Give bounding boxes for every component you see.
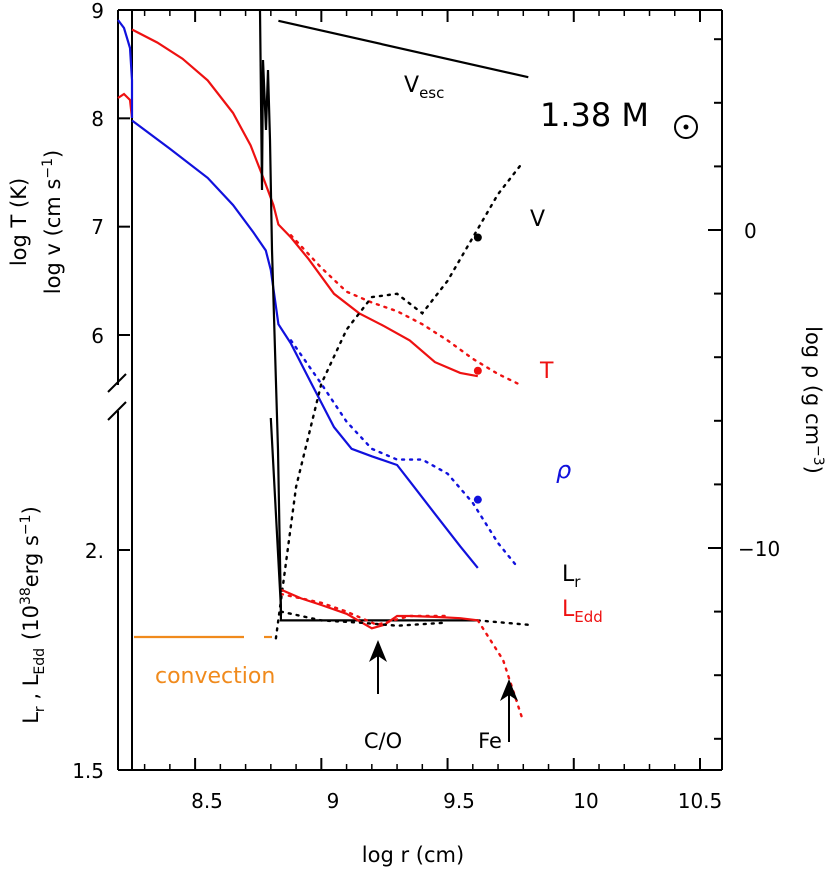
x-tick-label-9-5: 9.5 [443, 789, 475, 813]
marker-0 [473, 233, 482, 242]
axes-frame [107, 9, 723, 771]
lr-label-main: L [562, 562, 575, 587]
y-tick-label-1-5: 1.5 [72, 759, 104, 783]
ledd-label: LEdd [562, 597, 603, 626]
shock-front [258, 9, 283, 616]
lr-dotted-tail [476, 619, 530, 626]
y-tick-label-7: 7 [91, 215, 104, 239]
marker-2 [473, 495, 482, 504]
right-axis-title-text: log ρ (g cm [801, 326, 825, 445]
v-esc-label-sub: esc [419, 84, 444, 102]
ledd-label-main: L [562, 597, 575, 622]
v-esc-label-main: V [404, 73, 419, 98]
y-axis-title-lum-sub-edd: Edd [32, 648, 48, 675]
solar-symbol-icon [674, 115, 698, 139]
y-axis-title-luminosity: Lr , LEdd (1038erg s−1) [18, 506, 48, 724]
y-axis-title-lum-units-close: ) [19, 506, 43, 514]
axis-break-mark-2 [107, 401, 127, 421]
marker-1 [473, 366, 482, 375]
x-tick-label-8-5: 8.5 [191, 789, 223, 813]
series-group [117, 19, 530, 723]
y-axis-title-velocity-text: log v (cm s [41, 179, 65, 295]
y-tick-label-9: 9 [91, 0, 104, 23]
mass-label: 1.38 M [540, 96, 649, 134]
y-axis-title-lum-units-end: erg s [19, 535, 43, 587]
convection-label: convection [155, 664, 275, 689]
series-7 [280, 588, 478, 630]
ledd-dotted-tail [476, 619, 525, 723]
y-axis-title-velocity: log v (cm s−1) [40, 150, 65, 294]
x-axis-title: log r (cm) [362, 843, 464, 867]
series-0 [131, 28, 479, 378]
series-3 [289, 339, 520, 570]
lr-label-sub: r [574, 573, 581, 591]
y-axis-title-lum-units-sup: 38 [18, 587, 34, 605]
series-1 [289, 234, 520, 385]
lr-dotted-main [279, 610, 449, 627]
y-axis-title-velocity-end: ) [41, 150, 65, 158]
right-axis-title-density: log ρ (g cm−3) [801, 326, 826, 474]
density-edge-segment [117, 19, 134, 118]
v-esc-label: Vesc [404, 73, 444, 102]
y-tick-label-8: 8 [91, 107, 104, 131]
right-tick-label-minus-10: −10 [738, 537, 780, 561]
y-axis-title-temperature: log T (K) [7, 178, 31, 266]
series-6 [269, 417, 478, 622]
series-2 [131, 119, 479, 569]
fe-label: Fe [478, 729, 502, 753]
y-axis-title-lum-units-sup2: −1 [18, 514, 34, 535]
right-axis-title-end: ) [801, 466, 825, 474]
right-tick-label-0: 0 [744, 219, 757, 243]
ticks [118, 9, 722, 771]
temperature-edge-segment [117, 92, 134, 119]
ledd-dotted-main [279, 592, 449, 627]
y-axis-title-lum-sep: , L [19, 674, 43, 706]
y-axis-title-lum-main: L [19, 712, 43, 724]
fe-arrow-icon [500, 679, 518, 742]
lr-label: Lr [562, 562, 581, 591]
t-label: T [539, 359, 554, 384]
series-4 [274, 160, 525, 640]
y-tick-label-6: 6 [91, 324, 104, 348]
series-5 [278, 19, 529, 79]
x-tick-label-10: 10 [573, 789, 598, 813]
y-axis-title-velocity-sup: −1 [40, 158, 56, 179]
co-label: C/O [364, 729, 402, 753]
x-tick-label-10-5: 10.5 [678, 789, 723, 813]
v-label: V [530, 207, 545, 232]
shock-front-line [258, 9, 283, 616]
axis-break-mark-1 [107, 373, 127, 393]
right-axis-title-sup: −3 [810, 445, 826, 466]
y-axis-title-lum-units: (10 [19, 605, 43, 640]
ledd-label-sub: Edd [574, 608, 603, 626]
y-axis-title-lum-sub-r: r [32, 706, 48, 712]
y-tick-label-2: 2. [85, 539, 104, 563]
co-arrow-icon [369, 640, 387, 694]
x-tick-label-9: 9 [327, 789, 340, 813]
rho-label: ρ [556, 456, 571, 484]
markers-group [473, 233, 482, 504]
